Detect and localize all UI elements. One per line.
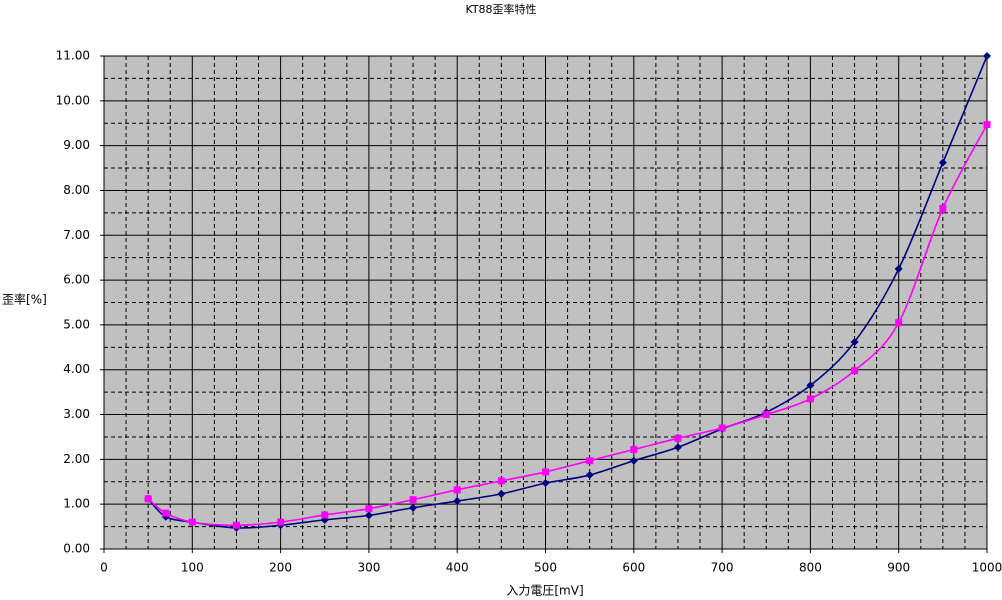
x-tick-label: 0 (100, 561, 108, 575)
x-tick-label: 1000 (972, 561, 1002, 575)
marker (162, 509, 170, 517)
y-tick-label: 8.00 (63, 183, 90, 197)
x-tick-label: 500 (534, 561, 557, 575)
marker (542, 468, 549, 476)
x-tick-label: 600 (622, 561, 645, 575)
marker (321, 511, 329, 519)
marker (851, 367, 859, 375)
marker (718, 424, 726, 432)
marker (232, 521, 240, 529)
y-tick-label: 2.00 (63, 452, 90, 466)
marker (585, 471, 594, 480)
chart-title: KT88歪率特性 (465, 2, 536, 16)
marker (453, 486, 461, 494)
x-axis-label: 入力電圧[mV] (506, 584, 583, 598)
x-tick-label: 100 (181, 561, 204, 575)
marker (850, 337, 859, 346)
y-tick-label: 4.00 (63, 362, 90, 376)
marker (365, 505, 373, 513)
marker (983, 52, 991, 60)
marker (630, 446, 638, 454)
marker (673, 443, 682, 452)
marker (188, 518, 196, 526)
x-tick-label: 900 (887, 561, 910, 575)
marker (762, 411, 770, 419)
plot-border (103, 55, 988, 550)
y-tick-label: 9.00 (63, 138, 90, 152)
marker (938, 158, 947, 167)
x-tick-label: 800 (799, 561, 822, 575)
marker (586, 457, 594, 465)
series-line (147, 55, 988, 529)
marker (497, 477, 505, 485)
marker (409, 496, 417, 504)
marker (277, 518, 285, 526)
y-axis-label: 歪率[%] (2, 292, 47, 307)
marker (497, 489, 506, 498)
x-tick-label: 700 (711, 561, 734, 575)
y-tick-label: 5.00 (63, 317, 90, 331)
y-tick-label: 0.00 (63, 542, 90, 556)
series-line (147, 124, 988, 527)
marker (674, 434, 682, 442)
x-tick-label: 400 (446, 561, 469, 575)
marker (983, 121, 991, 129)
marker (409, 503, 418, 512)
marker (894, 264, 903, 273)
y-tick-label: 10.00 (56, 93, 90, 107)
x-tick-label: 200 (269, 561, 292, 575)
y-tick-label: 11.00 (56, 49, 90, 63)
y-tick-label: 6.00 (63, 273, 90, 287)
marker (806, 395, 814, 403)
marker (806, 381, 815, 390)
marker (895, 319, 903, 327)
marker (453, 497, 462, 506)
marker (939, 204, 947, 212)
y-tick-label: 1.00 (63, 497, 90, 511)
marker (629, 456, 638, 465)
x-tick-label: 300 (357, 561, 380, 575)
marker (541, 479, 550, 488)
marker (364, 511, 373, 520)
y-tick-label: 3.00 (63, 407, 90, 421)
marker (144, 495, 152, 503)
y-tick-label: 7.00 (63, 228, 90, 242)
